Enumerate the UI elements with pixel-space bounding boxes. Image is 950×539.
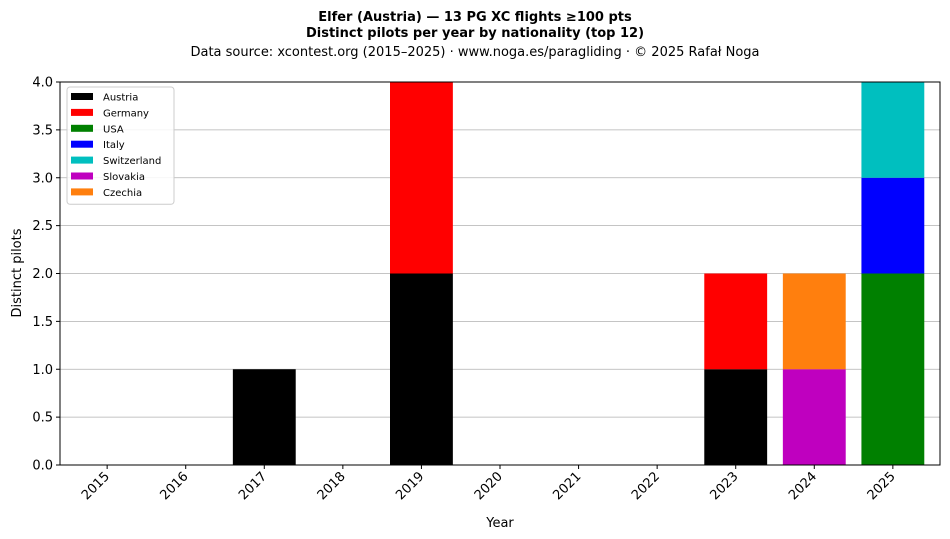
x-tick-label: 2025: [865, 469, 899, 503]
legend-swatch-usa: [71, 124, 93, 132]
legend-swatch-switzerland: [71, 156, 93, 164]
bar-slovakia-2024: [782, 369, 846, 465]
x-tick-label: 2016: [158, 469, 192, 503]
legend-swatch-slovakia: [71, 172, 93, 180]
bars: [232, 82, 925, 465]
legend-swatch-czechia: [71, 188, 93, 196]
bar-switzerland-2025: [861, 82, 925, 178]
y-axis-label: Distinct pilots: [10, 228, 25, 317]
chart-title-line-1: Elfer (Austria) — 13 PG XC flights ≥100 …: [318, 10, 632, 25]
bar-italy-2025: [861, 177, 925, 274]
y-tick-label: 2.5: [32, 219, 53, 234]
y-tick-label: 1.0: [32, 363, 53, 378]
legend-swatch-austria: [71, 93, 93, 100]
bar-austria-2023: [704, 369, 768, 465]
x-tick-label: 2023: [708, 469, 742, 503]
y-tick-label: 3.0: [32, 171, 53, 186]
x-tick-label: 2021: [550, 469, 584, 503]
legend-label-usa: USA: [103, 124, 124, 135]
x-tick-label: 2018: [315, 469, 349, 503]
y-tick-label: 0.5: [32, 411, 53, 426]
legend-label-czechia: Czechia: [103, 188, 142, 199]
x-tick-label: 2022: [629, 469, 663, 503]
bar-usa-2025: [861, 273, 925, 465]
chart-subtitle: Data source: xcontest.org (2015–2025) · …: [190, 45, 759, 60]
legend-label-slovakia: Slovakia: [103, 172, 145, 183]
x-tick-label: 2017: [236, 469, 270, 503]
x-tick-label: 2015: [79, 469, 113, 503]
x-tick-label: 2019: [393, 469, 427, 503]
legend-swatch-italy: [71, 140, 93, 148]
bar-czechia-2024: [782, 273, 846, 370]
y-tick-label: 3.5: [32, 123, 53, 138]
legend-label-italy: Italy: [103, 140, 125, 151]
legend: Austria Germany USA Italy Switzerland Slovaki…: [66, 86, 175, 205]
legend-label-austria: Austria: [103, 93, 138, 104]
x-axis-label: Year: [485, 516, 514, 531]
legend-box: [66, 86, 175, 205]
bar-austria-2019: [390, 273, 453, 465]
y-tick-label: 2.0: [32, 267, 53, 282]
legend-swatch-germany: [71, 108, 93, 116]
chart-title-line-2: Distinct pilots per year by nationality …: [306, 26, 644, 41]
legend-label-switzerland: Switzerland: [103, 156, 161, 167]
bar-germany-2019: [390, 82, 453, 274]
bar-austria-2017: [232, 369, 296, 465]
bar-germany-2023: [704, 273, 768, 370]
y-tick-label: 0.0: [32, 459, 53, 474]
legend-label-germany: Germany: [103, 108, 149, 119]
x-tick-label: 2020: [472, 469, 506, 503]
x-tick-label: 2024: [786, 469, 820, 503]
y-tick-label: 4.0: [32, 76, 53, 91]
y-tick-label: 1.5: [32, 315, 53, 330]
